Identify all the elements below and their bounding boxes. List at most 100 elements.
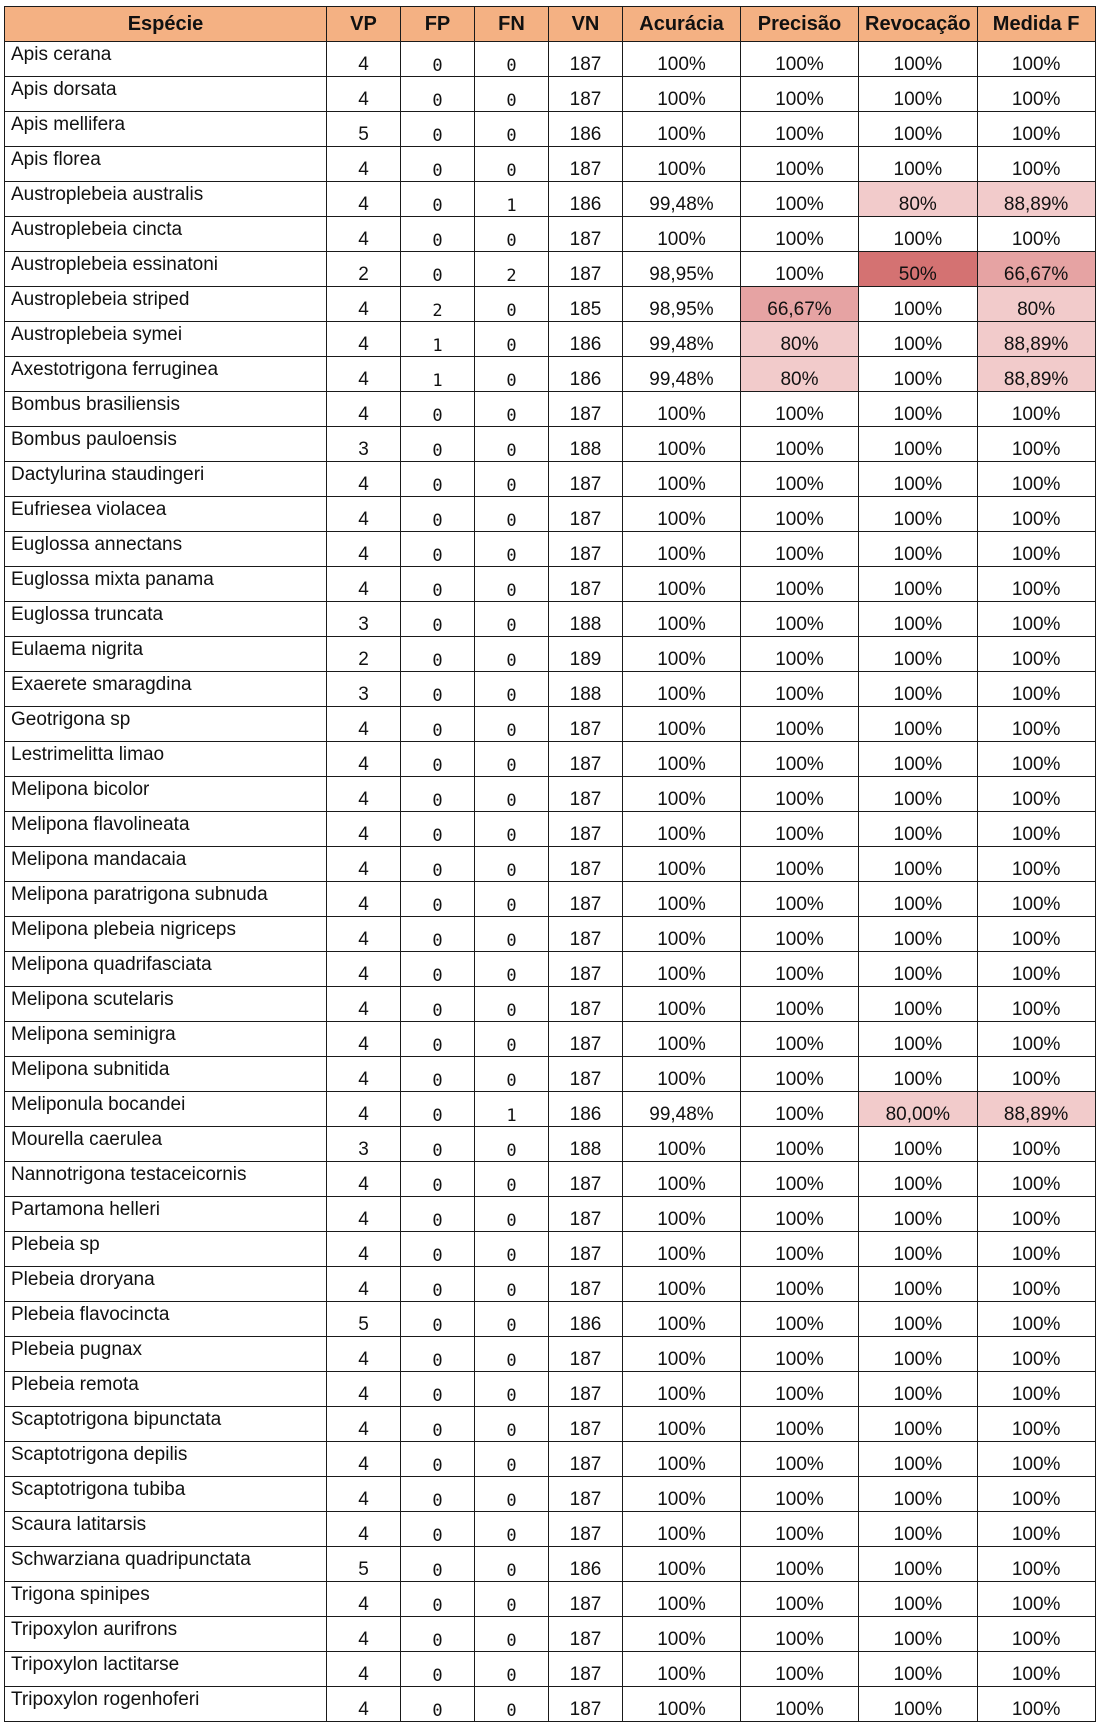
cell-f-measure: 100% (976, 1196, 1096, 1232)
cell-accuracy: 100% (622, 811, 741, 847)
cell-f-measure: 80% (976, 286, 1096, 322)
cell-vp: 4 (326, 286, 401, 322)
cell-f-measure: 88,89% (976, 181, 1096, 217)
cell-species: Euglossa annectans (4, 531, 327, 567)
cell-vn: 186 (548, 356, 623, 392)
cell-fn: 1 (474, 181, 549, 217)
cell-fn: 0 (474, 1476, 549, 1512)
cell-vn: 187 (548, 776, 623, 812)
cell-precision: 100% (740, 76, 859, 112)
cell-precision: 100% (740, 1476, 859, 1512)
cell-vn: 187 (548, 41, 623, 77)
cell-f-measure: 100% (976, 601, 1096, 637)
cell-f-measure: 100% (976, 776, 1096, 812)
cell-vn: 187 (548, 1161, 623, 1197)
cell-fn: 0 (474, 671, 549, 707)
cell-precision: 100% (740, 531, 859, 567)
cell-vp: 4 (326, 1406, 401, 1442)
cell-fn: 0 (474, 776, 549, 812)
cell-vn: 187 (548, 496, 623, 532)
cell-recall: 100% (858, 811, 978, 847)
table-row: Melipona quadrifasciata 4 0 0 187 100% 100% 100… (4, 951, 1096, 987)
cell-vp: 4 (326, 356, 401, 392)
cell-vp: 5 (326, 111, 401, 147)
cell-precision: 100% (740, 1266, 859, 1302)
cell-fn: 0 (474, 111, 549, 147)
cell-f-measure: 100% (976, 706, 1096, 742)
cell-fp: 0 (400, 426, 475, 462)
table-row: Nannotrigona testaceicornis 4 0 0 187 100% 100… (4, 1161, 1096, 1197)
table-row: Apis cerana 4 0 0 187 100% 100% 100% 100% (4, 41, 1096, 77)
cell-vn: 187 (548, 1686, 623, 1722)
cell-precision: 100% (740, 1056, 859, 1092)
cell-vp: 4 (326, 1231, 401, 1267)
cell-species: Apis cerana (4, 41, 327, 77)
cell-recall: 100% (858, 916, 978, 952)
table-row: Schwarziana quadripunctata 5 0 0 186 100% 100%… (4, 1546, 1096, 1582)
cell-fn: 0 (474, 461, 549, 497)
cell-recall: 100% (858, 881, 978, 917)
cell-f-measure: 100% (976, 1056, 1096, 1092)
cell-fp: 0 (400, 41, 475, 77)
cell-species: Scaptotrigona depilis (4, 1441, 327, 1477)
cell-vn: 187 (548, 216, 623, 252)
cell-f-measure: 100% (976, 811, 1096, 847)
cell-accuracy: 100% (622, 1161, 741, 1197)
table-row: Mourella caerulea 3 0 0 188 100% 100% 100% 100% (4, 1126, 1096, 1162)
cell-fp: 0 (400, 1336, 475, 1372)
cell-fp: 0 (400, 881, 475, 917)
cell-vp: 4 (326, 391, 401, 427)
cell-vn: 186 (548, 1301, 623, 1337)
cell-vn: 187 (548, 881, 623, 917)
table-row: Melipona scutelaris 4 0 0 187 100% 100% 100% 100… (4, 986, 1096, 1022)
cell-accuracy: 100% (622, 881, 741, 917)
cell-precision: 100% (740, 1406, 859, 1442)
cell-recall: 100% (858, 1126, 978, 1162)
cell-accuracy: 99,48% (622, 1091, 741, 1127)
table-row: Plebeia flavocincta 5 0 0 186 100% 100% 100% 100… (4, 1301, 1096, 1337)
cell-vp: 4 (326, 1651, 401, 1687)
cell-f-measure: 100% (976, 636, 1096, 672)
cell-vn: 187 (548, 1651, 623, 1687)
cell-fp: 0 (400, 1091, 475, 1127)
cell-species: Scaura latitarsis (4, 1511, 327, 1547)
table-row: Melipona mandacaia 4 0 0 187 100% 100% 100% 100% (4, 846, 1096, 882)
cell-accuracy: 100% (622, 986, 741, 1022)
cell-recall: 100% (858, 1266, 978, 1302)
cell-vn: 187 (548, 846, 623, 882)
cell-recall: 100% (858, 391, 978, 427)
cell-species: Mourella caerulea (4, 1126, 327, 1162)
table-row: Dactylurina staudingeri 4 0 0 187 100% 100% 100… (4, 461, 1096, 497)
cell-vp: 4 (326, 741, 401, 777)
cell-accuracy: 100% (622, 566, 741, 602)
cell-recall: 100% (858, 601, 978, 637)
table-row: Plebeia sp 4 0 0 187 100% 100% 100% 100% (4, 1231, 1096, 1267)
header-f-measure: Medida F (976, 6, 1096, 42)
cell-fp: 0 (400, 496, 475, 532)
cell-recall: 100% (858, 951, 978, 987)
cell-species: Melipona subnitida (4, 1056, 327, 1092)
cell-fn: 0 (474, 706, 549, 742)
cell-accuracy: 100% (622, 1371, 741, 1407)
cell-precision: 100% (740, 636, 859, 672)
cell-f-measure: 100% (976, 1336, 1096, 1372)
table-row: Melipona bicolor 4 0 0 187 100% 100% 100% 100% (4, 776, 1096, 812)
cell-vn: 187 (548, 951, 623, 987)
cell-species: Lestrimelitta limao (4, 741, 327, 777)
cell-accuracy: 100% (622, 1511, 741, 1547)
cell-accuracy: 98,95% (622, 286, 741, 322)
cell-species: Plebeia droryana (4, 1266, 327, 1302)
cell-vn: 185 (548, 286, 623, 322)
table-row: Apis mellifera 5 0 0 186 100% 100% 100% 100% (4, 111, 1096, 147)
table-row: Plebeia pugnax 4 0 0 187 100% 100% 100% 100% (4, 1336, 1096, 1372)
cell-accuracy: 100% (622, 216, 741, 252)
cell-vp: 4 (326, 1266, 401, 1302)
table-row: Scaura latitarsis 4 0 0 187 100% 100% 100% 100% (4, 1511, 1096, 1547)
header-vn: VN (548, 6, 623, 42)
cell-fn: 0 (474, 1371, 549, 1407)
cell-precision: 100% (740, 566, 859, 602)
cell-f-measure: 100% (976, 1231, 1096, 1267)
cell-f-measure: 88,89% (976, 1091, 1096, 1127)
cell-species: Plebeia sp (4, 1231, 327, 1267)
cell-species: Schwarziana quadripunctata (4, 1546, 327, 1582)
